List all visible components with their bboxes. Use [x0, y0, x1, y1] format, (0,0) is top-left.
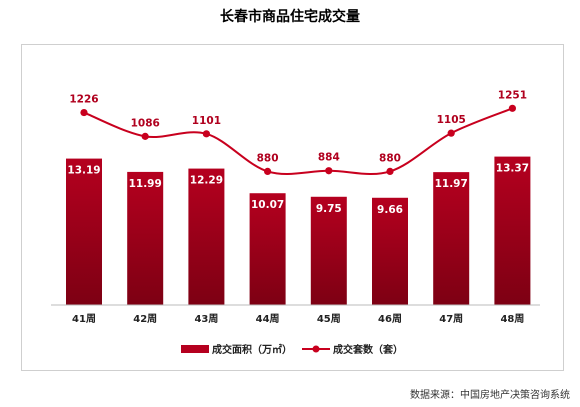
- category-label: 44周: [256, 313, 280, 325]
- line-point-5: [325, 167, 333, 175]
- category-label: 41周: [72, 313, 96, 325]
- line-point-3: [202, 130, 210, 138]
- bar-7: [433, 172, 470, 305]
- line-point-6: [386, 167, 394, 175]
- legend-swatch-bar: [181, 345, 209, 353]
- legend-swatch-marker: [312, 345, 320, 353]
- bar-value-label: 9.66: [377, 204, 403, 216]
- bar-6: [372, 197, 408, 305]
- category-label: 48周: [500, 313, 524, 325]
- category-labels: 41周 42周 43周 44周 45周 46周 47周 48周: [72, 313, 524, 325]
- line-point-4: [264, 167, 272, 175]
- legend-label-line: 成交套数（套）: [333, 343, 403, 356]
- line-layer: 1226 1086 1101 880 884 880 1105 1251: [69, 89, 527, 175]
- category-label: 42周: [133, 313, 157, 325]
- source-text: 数据来源：中国房地产决策咨询系统: [410, 390, 570, 401]
- bar-value-label: 11.97: [435, 178, 468, 190]
- line-value-label: 880: [379, 152, 401, 164]
- line-value-label: 1105: [437, 114, 466, 126]
- bar-value-label: 13.37: [496, 163, 529, 175]
- line-value-label: 884: [318, 152, 340, 164]
- line-point-1: [80, 108, 88, 117]
- line-value-label: 1251: [498, 89, 527, 101]
- bar-value-label: 9.75: [316, 203, 342, 215]
- bar-2: [127, 171, 164, 305]
- plot-frame: [21, 44, 564, 371]
- bar-3: [188, 168, 225, 305]
- line-point-8: [508, 104, 516, 112]
- chart-title: 长春市商品住宅成交量: [220, 9, 360, 25]
- line-point-2: [141, 132, 149, 140]
- bar-value-label: 11.99: [129, 178, 162, 190]
- line-value-label: 1226: [69, 94, 98, 106]
- bar-8: [494, 156, 531, 305]
- category-label: 45周: [317, 313, 341, 325]
- category-label: 43周: [194, 313, 218, 325]
- category-label: 46周: [378, 313, 402, 325]
- line-point-7: [447, 129, 455, 137]
- category-label: 47周: [439, 313, 463, 325]
- bar-4: [249, 193, 286, 305]
- bar-value-label: 10.07: [251, 199, 284, 211]
- bar-1: [66, 158, 102, 305]
- line-value-label: 880: [257, 152, 279, 164]
- line-value-label: 1101: [192, 115, 221, 127]
- legend-label-bar: 成交面积（万㎡）: [212, 343, 292, 356]
- bar-value-label: 12.29: [190, 175, 223, 187]
- line-value-label: 1086: [131, 117, 160, 129]
- bar-value-label: 13.19: [67, 165, 100, 177]
- legend: 成交面积（万㎡） 成交套数（套）: [181, 343, 403, 356]
- bars-layer: 13.19 11.99 12.29 10.07 9.75 9.66 11.97 13.37: [66, 156, 531, 305]
- bar-5: [310, 196, 347, 305]
